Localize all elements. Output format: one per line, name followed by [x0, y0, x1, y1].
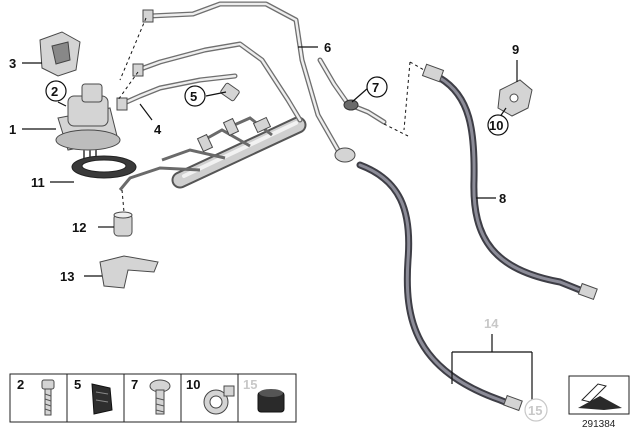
high-pressure-pipe-6 [142, 1, 341, 153]
strip-label-15: 15 [243, 377, 257, 392]
reference-number: 291384 [582, 419, 616, 430]
callout-2: 2 [51, 84, 58, 99]
part-12-sleeve [113, 211, 133, 237]
callout-3: 3 [9, 56, 16, 71]
callout-5-circle [184, 85, 206, 107]
strip-clamp-icon [203, 385, 235, 415]
fuel-rail [118, 116, 307, 191]
callout-11: 11 [31, 175, 45, 190]
callout-7: 7 [372, 80, 379, 95]
reference-arrow-icon [578, 396, 622, 410]
strip-bolt-icon [149, 379, 171, 415]
part-3-clip [39, 31, 81, 77]
callout-7-circle [366, 76, 388, 98]
strip-label-7: 7 [131, 377, 138, 392]
part-13-bracket [99, 255, 159, 289]
callout-12: 12 [72, 220, 86, 235]
parts-strip: 2 5 7 10 15 [9, 373, 297, 423]
callout-4: 4 [154, 122, 162, 137]
hose-8 [421, 63, 598, 301]
strip-label-10: 10 [186, 377, 200, 392]
callouts: 1 2 3 4 5 6 7 8 9 10 11 12 13 14 15 [9, 40, 548, 422]
high-pressure-pipe-4 [116, 41, 303, 123]
pipe-7 [317, 57, 387, 125]
fuel-hose [334, 147, 523, 412]
callout-15-circle [524, 398, 548, 422]
callout-10: 10 [489, 118, 503, 133]
callout-2-circle [45, 80, 67, 102]
callout-10-circle [487, 114, 509, 136]
callout-15: 15 [528, 403, 542, 418]
high-pressure-pump [55, 83, 121, 162]
strip-grommet-icon [257, 389, 285, 413]
callout-8: 8 [499, 191, 506, 206]
callout-13: 13 [60, 269, 74, 284]
callout-14: 14 [484, 316, 499, 331]
part-5-connector [220, 82, 240, 102]
strip-label-5: 5 [74, 377, 81, 392]
strip-label-2: 2 [17, 377, 24, 392]
reference-box: 291384 [568, 375, 630, 430]
callout-5: 5 [190, 89, 197, 104]
strip-screw-icon [41, 379, 55, 416]
part-11-seal [71, 155, 137, 179]
callout-1: 1 [9, 122, 16, 137]
callout-9: 9 [512, 42, 519, 57]
callout-6: 6 [324, 40, 331, 55]
strip-connector-icon [91, 383, 113, 415]
bracket-9 [497, 79, 533, 117]
